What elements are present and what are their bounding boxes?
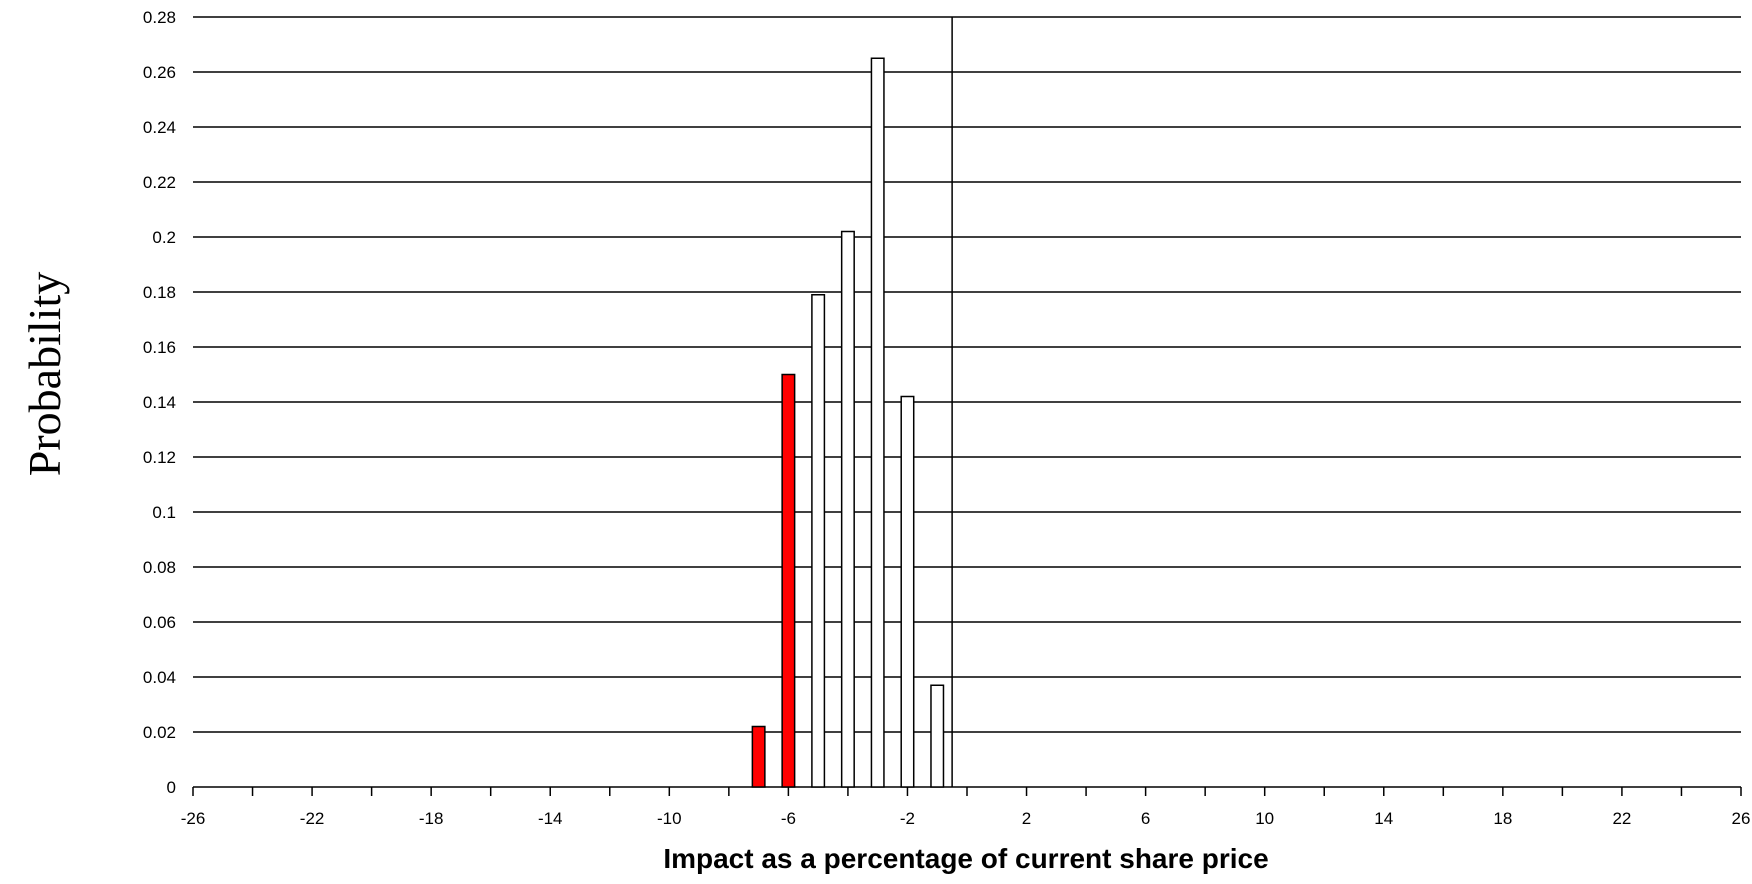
- bar: [781, 373, 796, 788]
- bars: [751, 57, 945, 788]
- y-tick-label: 0.18: [143, 283, 176, 302]
- x-tick-label: 18: [1493, 809, 1512, 828]
- x-tick-label: 26: [1732, 809, 1751, 828]
- x-tick-label: -18: [419, 809, 444, 828]
- y-axis-title: Probability: [19, 272, 70, 476]
- y-tick-label: 0.24: [143, 118, 176, 137]
- x-tick-label: -22: [300, 809, 325, 828]
- bar: [930, 684, 945, 788]
- x-tick-label: -14: [538, 809, 563, 828]
- y-tick-label: 0.04: [143, 668, 176, 687]
- y-tick-label: 0.2: [152, 228, 176, 247]
- y-tick-label: 0.02: [143, 723, 176, 742]
- x-tick-label: 14: [1374, 809, 1393, 828]
- y-tick-label: 0.26: [143, 63, 176, 82]
- x-tick-label: 6: [1141, 809, 1150, 828]
- bar: [900, 395, 915, 788]
- x-tick-label: 10: [1255, 809, 1274, 828]
- y-tick-label: 0: [167, 778, 176, 797]
- x-tick-label: 22: [1612, 809, 1631, 828]
- y-tick-label: 0.14: [143, 393, 176, 412]
- x-tick-label: -6: [781, 809, 796, 828]
- gridlines: [193, 16, 1741, 788]
- x-tick-label: -2: [900, 809, 915, 828]
- y-tick-label: 0.16: [143, 338, 176, 357]
- y-axis-tick-labels: 0 0.02 0.04 0.06 0.08 0.1 0.12 0.14 0.16 0.18 0.2 0…: [143, 8, 176, 797]
- y-tick-label: 0.12: [143, 448, 176, 467]
- bar: [751, 725, 766, 788]
- x-axis: -26 -22 -18 -14 -10 -6 -2 2 6 10 14 18 22 26: [181, 787, 1751, 828]
- y-tick-label: 0.1: [152, 503, 176, 522]
- x-axis-title: Impact as a percentage of current share …: [663, 843, 1268, 874]
- x-tick-label: -10: [657, 809, 682, 828]
- y-tick-label: 0.22: [143, 173, 176, 192]
- bar: [811, 294, 826, 788]
- y-tick-label: 0.28: [143, 8, 176, 27]
- x-tick-label: -26: [181, 809, 206, 828]
- bar: [840, 230, 855, 788]
- y-tick-label: 0.08: [143, 558, 176, 577]
- x-tick-label: 2: [1022, 809, 1031, 828]
- y-tick-label: 0.06: [143, 613, 176, 632]
- bar: [870, 57, 885, 788]
